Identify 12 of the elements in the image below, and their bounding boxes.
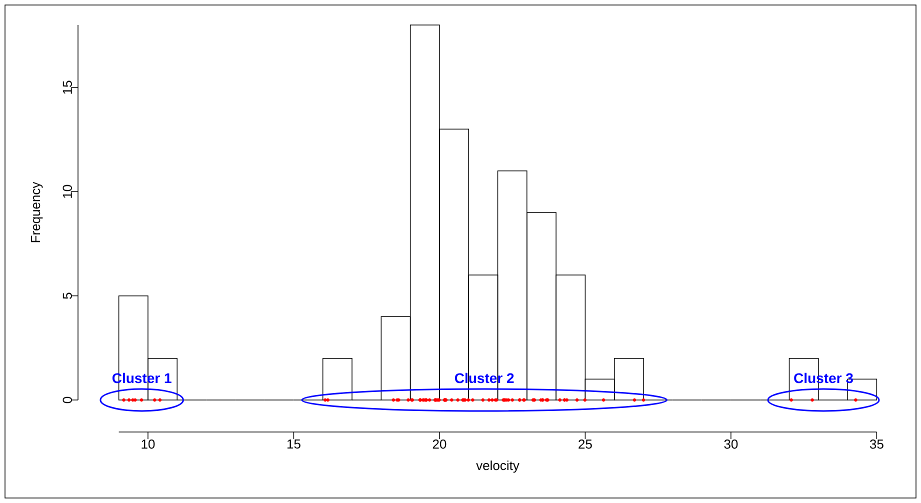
x-tick-label: 20 [432,440,446,449]
x-tick-label: 35 [870,440,884,449]
x-tick-label: 10 [142,440,155,449]
y-axis-title: Frequency [31,182,43,242]
x-tick-label: 25 [578,440,592,449]
x-tick-label: 30 [724,440,738,449]
x-axis-title: velocity [476,460,520,473]
y-tick-label: 5 [62,292,72,299]
y-tick-label: 10 [62,184,72,198]
x-tick-label: 15 [287,440,300,449]
y-tick-label: 15 [62,80,72,94]
y-tick-label: 0 [62,396,72,404]
